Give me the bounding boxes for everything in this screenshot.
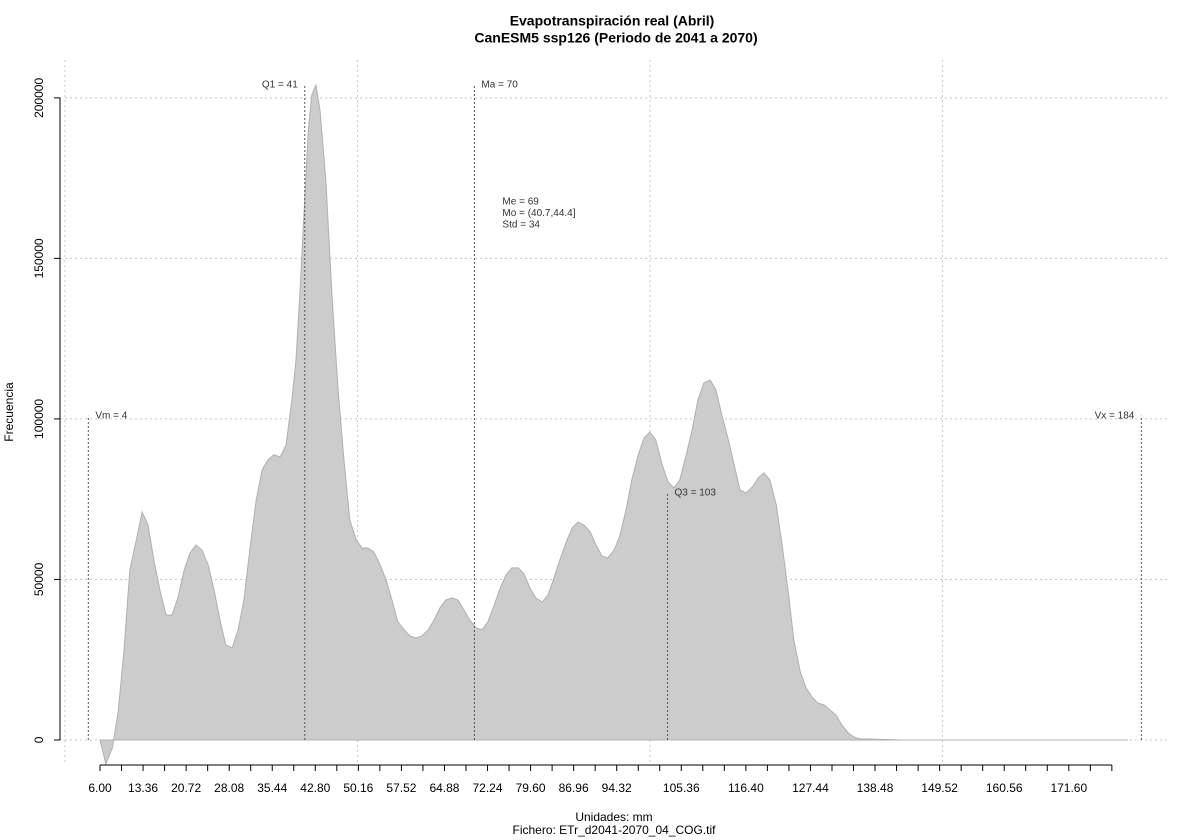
y-tick-label: 200000 [32, 78, 46, 118]
y-tick-label: 150000 [32, 238, 46, 278]
x-tick-label: 28.08 [214, 781, 244, 795]
x-tick-label: 35.44 [257, 781, 287, 795]
stat-label: Mo = (40.7,44.4] [502, 208, 575, 219]
y-axis-label: Frecuencia [2, 382, 16, 442]
x-tick-label: 42.80 [300, 781, 330, 795]
chart-title: Evapotranspiración real (Abril) [510, 13, 715, 29]
x-tick-label: 149.52 [921, 781, 958, 795]
stat-label: Me = 69 [502, 197, 539, 208]
x-tick-label: 127.44 [792, 781, 829, 795]
y-tick-label: 100000 [32, 399, 46, 439]
caption: Fichero: ETr_d2041-2070_04_COG.tif [513, 823, 717, 837]
x-tick-label: 57.52 [386, 781, 416, 795]
annotation-label: Q1 = 41 [262, 80, 298, 91]
x-tick-label: 72.24 [473, 781, 503, 795]
x-tick-label: 116.40 [728, 781, 764, 795]
x-tick-label: 138.48 [857, 781, 894, 795]
x-tick-label: 171.60 [1050, 781, 1087, 795]
x-tick-label: 64.88 [429, 781, 459, 795]
x-tick-label: 20.72 [171, 781, 201, 795]
annotation-label: Vm = 4 [95, 410, 127, 421]
annotation-label: Vx = 184 [1095, 410, 1135, 421]
x-tick-label: 13.36 [128, 781, 158, 795]
x-tick-label: 94.32 [602, 781, 632, 795]
x-axis-label: Unidades: mm [575, 810, 652, 824]
x-tick-label: 160.56 [986, 781, 1023, 795]
x-tick-label: 50.16 [343, 781, 373, 795]
density-area [99, 83, 1128, 766]
chart-subtitle: CanESM5 ssp126 (Periodo de 2041 a 2070) [474, 30, 757, 46]
x-tick-label: 86.96 [559, 781, 589, 795]
x-tick-label: 79.60 [516, 781, 546, 795]
x-tick-label: 105.36 [663, 781, 700, 795]
annotation-label: Q3 = 103 [674, 487, 716, 498]
y-tick-label: 0 [32, 736, 46, 743]
y-tick-label: 50000 [32, 562, 46, 596]
annotation-label: Ma = 70 [481, 80, 518, 91]
x-tick-label: 6.00 [88, 781, 112, 795]
stat-label: Std = 34 [502, 220, 540, 231]
